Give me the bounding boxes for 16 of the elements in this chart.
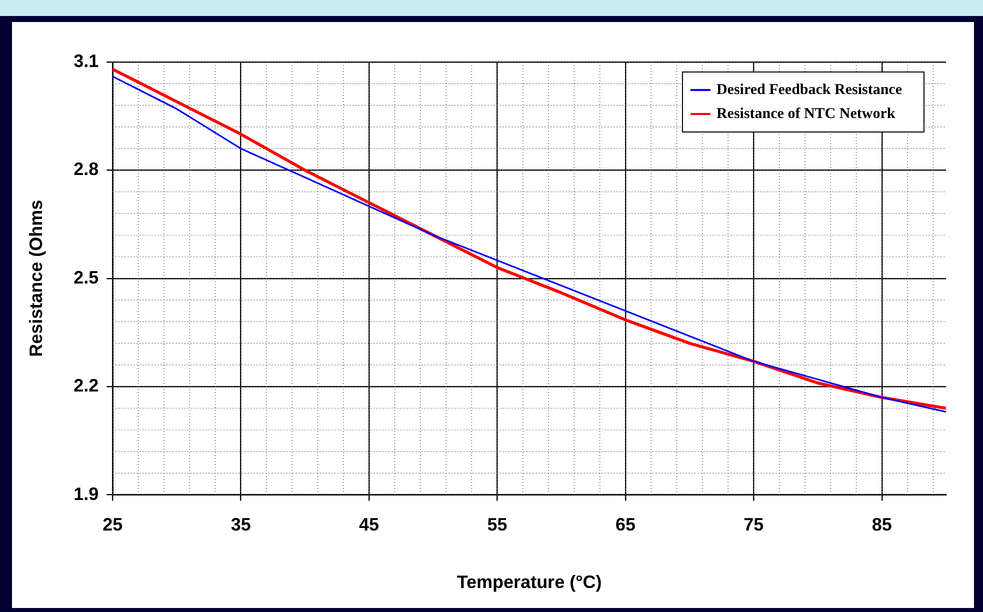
x-axis-title: Temperature (°C): [456, 572, 602, 592]
x-tick-label: 35: [230, 514, 251, 535]
x-tick-label: 75: [744, 514, 764, 535]
x-tick-label: 45: [359, 514, 380, 535]
y-axis-title: Resistance (Ohms: [26, 200, 46, 357]
y-tick-label: 1.9: [74, 484, 99, 504]
x-tick-label: 55: [487, 514, 508, 535]
legend-label: Resistance of NTC Network: [716, 106, 896, 122]
y-tick-label: 2.5: [74, 267, 99, 288]
y-tick-label: 2.8: [74, 159, 99, 180]
x-tick-label: 25: [102, 514, 123, 535]
x-tick-label: 65: [615, 514, 636, 535]
y-tick-label: 2.2: [74, 376, 99, 396]
x-tick-label: 85: [872, 514, 892, 535]
y-tick-label: 3.1: [74, 50, 99, 71]
legend-label: Desired Feedback Resistance: [716, 82, 902, 98]
